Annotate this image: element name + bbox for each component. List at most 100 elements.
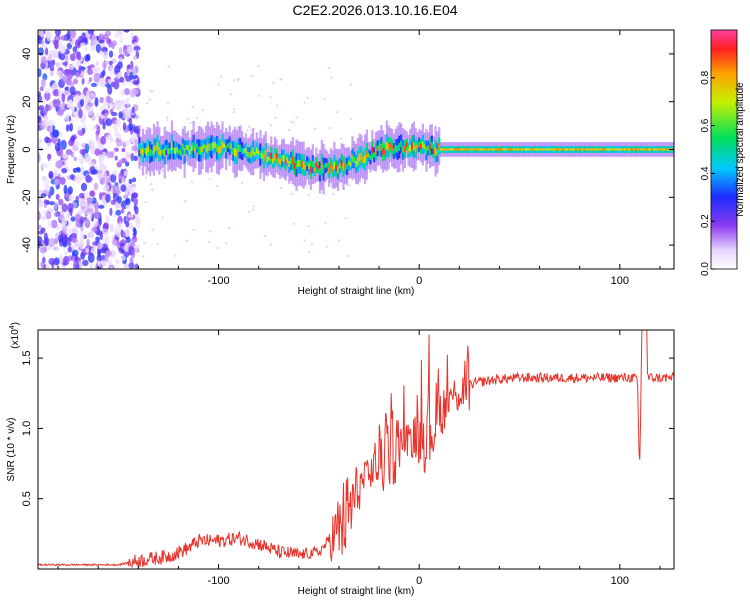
ridge-core: [436, 149, 439, 156]
noise-point: [207, 240, 211, 244]
noise-point: [41, 43, 48, 48]
noise-point: [108, 50, 114, 58]
noise-point: [120, 89, 125, 97]
noise-point: [307, 194, 310, 197]
noise-point: [127, 64, 132, 70]
ridge-core: [481, 148, 484, 151]
noise-point: [115, 79, 121, 84]
noise-point: [136, 84, 140, 89]
noise-point: [133, 155, 138, 161]
ridge-core: [212, 142, 215, 149]
ridge-core: [327, 167, 331, 173]
ridge-core: [571, 148, 574, 151]
noise-point: [84, 54, 90, 62]
ridge-core: [383, 149, 387, 156]
noise-point: [143, 241, 146, 245]
ridge-core: [526, 148, 529, 151]
ridge-core: [190, 145, 193, 152]
ridge-core: [647, 148, 650, 151]
noise-point: [184, 200, 187, 203]
ridge-core: [297, 159, 300, 167]
noise-point: [76, 167, 81, 173]
noise-point: [233, 79, 236, 82]
noise-point: [346, 254, 349, 258]
noise-point: [110, 223, 114, 233]
noise-point: [48, 237, 55, 248]
ridge-core: [356, 157, 359, 165]
noise-point: [48, 50, 55, 55]
noise-point: [144, 176, 148, 179]
noise-point: [344, 217, 347, 220]
ridge-core: [521, 148, 524, 151]
noise-point: [111, 234, 116, 239]
ridge-core: [185, 145, 188, 150]
ridge-core: [418, 142, 421, 148]
ridge-core: [169, 148, 172, 154]
ridge-core: [286, 157, 289, 163]
noise-point: [127, 45, 134, 55]
ridge-core: [517, 148, 520, 151]
ridge-core: [445, 148, 448, 151]
ridge-core: [176, 147, 179, 153]
ridge-core: [192, 142, 195, 151]
noise-point: [68, 240, 72, 247]
noise-point: [72, 46, 78, 53]
noise-point: [40, 216, 46, 221]
ridge-core: [275, 153, 278, 159]
noise-point: [61, 93, 66, 103]
noise-point: [89, 190, 95, 197]
noise-point: [86, 196, 92, 203]
ridge-core: [656, 148, 659, 151]
noise-point: [74, 175, 82, 184]
ridge-core: [528, 148, 531, 151]
ridge-core: [532, 148, 535, 151]
ridge-core: [288, 160, 291, 168]
ridge-core: [645, 148, 648, 151]
noise-point: [38, 146, 43, 151]
noise-point: [106, 150, 111, 159]
noise-point: [90, 82, 97, 88]
noise-point: [127, 185, 133, 192]
ridge-core: [300, 160, 303, 168]
noise-point: [109, 207, 113, 216]
ridge-core: [374, 148, 378, 155]
ridge-core: [174, 147, 177, 155]
noise-point: [192, 228, 195, 232]
x-axis-label: Height of straight line (km): [298, 586, 415, 597]
ridge-core: [546, 148, 549, 151]
noise-point: [74, 140, 80, 147]
noise-point: [111, 124, 118, 129]
ridge-core: [313, 167, 316, 173]
ridge-core: [160, 150, 163, 156]
ridge-core: [226, 143, 229, 148]
ridge-core: [295, 160, 298, 170]
ridge-core: [476, 148, 479, 151]
noise-point: [62, 75, 69, 84]
noise-point: [47, 138, 53, 144]
noise-point: [84, 152, 90, 162]
ridge-core: [470, 148, 473, 151]
ridge-core: [459, 148, 462, 151]
noise-point: [107, 97, 113, 104]
ridge-core: [577, 148, 580, 151]
noise-point: [69, 64, 74, 71]
noise-point: [44, 91, 51, 101]
noise-point: [132, 177, 137, 183]
ridge-core: [497, 148, 500, 151]
noise-point: [116, 229, 121, 238]
ridge-core: [490, 148, 493, 151]
noise-point: [118, 159, 123, 165]
noise-point: [43, 177, 50, 187]
ridge-core: [421, 141, 424, 148]
noise-point: [76, 51, 80, 60]
ridge-core: [510, 148, 513, 151]
noise-point: [116, 196, 122, 204]
noise-point: [80, 165, 85, 176]
noise-point: [48, 170, 54, 179]
noise-point: [38, 94, 43, 102]
y-tick-label: 1.0: [21, 421, 33, 436]
noise-point: [60, 35, 68, 41]
ridge-core: [662, 148, 665, 151]
ridge-core: [550, 148, 553, 151]
noise-point: [89, 92, 95, 99]
